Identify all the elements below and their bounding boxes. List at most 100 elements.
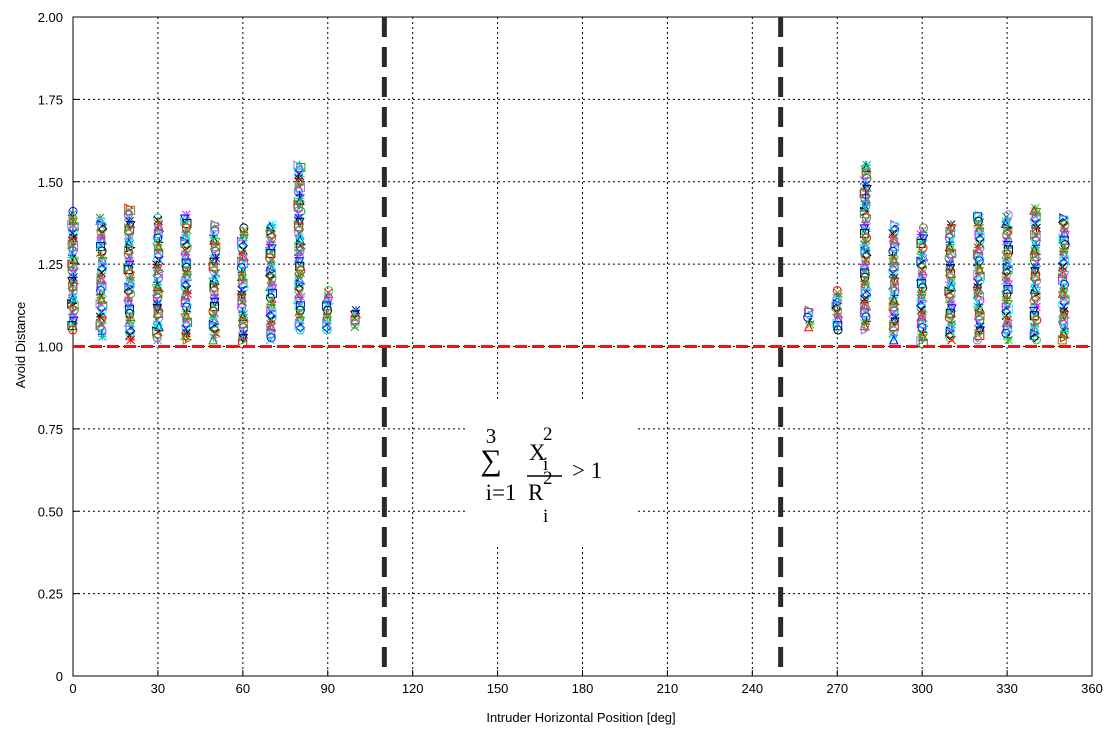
y-tick-label: 0.50: [38, 504, 63, 519]
x-axis-label: Intruder Horizontal Position [deg]: [486, 710, 675, 725]
data-point: [294, 254, 304, 265]
data-point: [321, 294, 332, 304]
data-point: [238, 278, 248, 288]
data-point: [69, 222, 79, 232]
data-point: [945, 308, 955, 318]
denominator-superscript: 2: [543, 468, 553, 489]
data-point: [975, 304, 986, 314]
data-point: [861, 269, 871, 279]
data-point: [974, 251, 984, 261]
data-point: [861, 221, 871, 232]
denominator-symbol: R: [528, 480, 544, 505]
data-point: [1029, 205, 1039, 215]
data-point: [68, 281, 78, 291]
data-point: [97, 261, 107, 271]
data-point: [126, 335, 136, 345]
data-point: [1004, 335, 1013, 345]
data-point: [1060, 295, 1070, 305]
data-point: [1031, 335, 1041, 345]
data-point: [861, 190, 870, 199]
data-point: [153, 335, 162, 345]
y-tick-label: 0: [56, 669, 63, 684]
data-point: [833, 313, 843, 324]
data-point: [96, 242, 106, 252]
data-point: [183, 317, 193, 327]
y-tick-label: 1.50: [38, 175, 63, 190]
data-point: [322, 325, 332, 335]
data-point: [947, 335, 956, 345]
data-point: [236, 291, 247, 302]
data-point: [180, 251, 191, 261]
data-point: [862, 280, 872, 291]
data-point: [295, 325, 305, 335]
data-point: [238, 318, 248, 328]
data-point: [916, 298, 926, 308]
data-point: [153, 288, 163, 298]
sum-upper-limit: 3: [486, 424, 497, 448]
summation-symbol: ∑: [480, 444, 501, 477]
data-point: [266, 248, 276, 258]
data-point: [1059, 215, 1069, 225]
data-point: [322, 313, 332, 324]
x-tick-labels: 0 30 60 90 120 150 180 210 240 270 300 330 360: [69, 681, 1102, 696]
y-tick-labels: 0 0.25 0.50 0.75 1.00 1.25 1.50 1.75 2.00: [38, 10, 63, 684]
data-point: [97, 222, 107, 232]
data-point: [237, 298, 247, 308]
data-point: [860, 268, 870, 278]
x-tick-label: 120: [402, 681, 424, 696]
data-point: [294, 215, 305, 225]
data-point: [153, 229, 163, 239]
data-point: [888, 302, 898, 312]
data-point: [946, 288, 956, 298]
data-point: [125, 277, 136, 288]
data-point: [294, 160, 305, 170]
data-point: [1059, 228, 1070, 239]
numerator-subscript: i: [543, 454, 548, 475]
data-point: [947, 248, 957, 258]
data-point: [861, 300, 872, 311]
data-point: [97, 281, 107, 291]
data-point: [975, 232, 985, 242]
x-tick-label: 180: [572, 681, 594, 696]
data-point: [350, 315, 360, 325]
data-point: [124, 245, 134, 255]
data-point: [181, 258, 191, 268]
data-point: [860, 248, 870, 258]
data-point: [944, 241, 955, 252]
data-point: [350, 319, 360, 329]
x-tick-label: 150: [487, 681, 509, 696]
data-point: [860, 228, 870, 238]
data-points: [66, 160, 1071, 348]
x-tick-label: 60: [236, 681, 250, 696]
y-axis-label: Avoid Distance: [13, 302, 28, 388]
data-point: [293, 202, 303, 212]
formula-background: [465, 400, 635, 545]
data-point: [972, 335, 982, 345]
data-point: [1029, 311, 1039, 321]
data-point: [237, 311, 248, 322]
data-point: [295, 175, 305, 186]
x-tick-label: 90: [321, 681, 335, 696]
data-point: [294, 222, 304, 232]
data-point: [68, 215, 78, 225]
data-point: [1003, 238, 1013, 248]
data-point: [238, 338, 248, 348]
data-point: [266, 335, 275, 345]
data-point: [154, 248, 164, 258]
data-point: [946, 268, 956, 278]
data-point: [1029, 284, 1040, 294]
data-point: [803, 308, 813, 318]
data-point: [1029, 331, 1039, 341]
data-point: [1002, 257, 1013, 268]
data-point: [915, 271, 926, 282]
data-point: [1029, 323, 1040, 334]
data-point: [266, 328, 276, 338]
data-point: [805, 320, 815, 329]
data-point: [974, 264, 985, 275]
data-point: [860, 160, 871, 170]
data-point: [208, 334, 218, 345]
data-point: [889, 333, 898, 343]
data-point: [889, 274, 900, 285]
data-point: [1002, 324, 1012, 334]
